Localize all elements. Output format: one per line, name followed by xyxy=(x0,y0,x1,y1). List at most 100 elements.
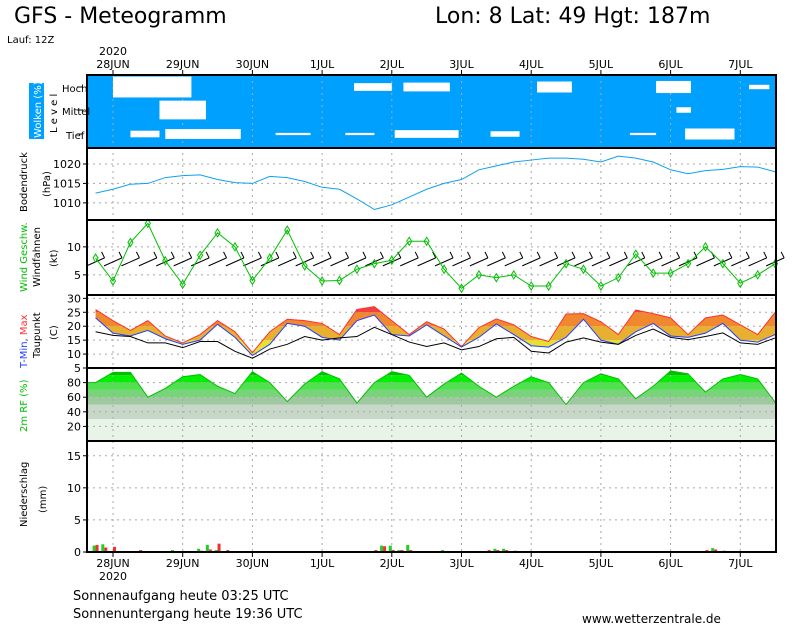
precip-bar-green xyxy=(101,544,105,552)
wind-barb-feather xyxy=(554,251,559,259)
wind-axis-label: Wind Geschw. xyxy=(19,222,30,292)
wind-speed-point xyxy=(754,269,761,280)
day-label-bottom: 3JUL xyxy=(449,557,474,570)
cloud-blob xyxy=(537,81,572,93)
wind-axis: Wind Geschw. Windfahnen (kt) xyxy=(19,222,60,292)
page-title: GFS - Meteogramm xyxy=(14,4,227,29)
cloud-blob xyxy=(656,80,691,94)
wind-barb-feather xyxy=(153,251,158,259)
website-link[interactable]: www.wetterzentrale.de xyxy=(582,612,721,625)
day-label-bottom: 4JUL xyxy=(519,557,544,570)
wind-speed-point xyxy=(458,283,465,294)
windbarb-axis-label: Windfahnen xyxy=(32,227,43,287)
cloud-blob xyxy=(685,128,735,140)
temp-tick-label: 25 xyxy=(67,306,81,319)
precip-axis: Niederschlag (mm) xyxy=(19,462,49,527)
dewpoint-axis-label: Taupunkt xyxy=(32,312,43,359)
wind-speed-point xyxy=(475,269,483,280)
day-label-top: 3JUL xyxy=(449,58,474,71)
precip-bar-green xyxy=(388,545,392,552)
wind-barb-feather xyxy=(257,251,262,259)
wind-speed-point xyxy=(580,264,587,275)
pressure-axis-unit: (hPa) xyxy=(42,171,53,197)
wind-barb-feather xyxy=(292,251,297,259)
humidity-band xyxy=(87,375,776,383)
pressure-tick-label: 1010 xyxy=(53,197,81,210)
wind-speed-point xyxy=(353,264,361,275)
wind-speed-point xyxy=(249,275,256,286)
wind-barb-feather xyxy=(658,251,663,259)
day-label-bottom: 6JUL xyxy=(658,557,683,570)
day-label-top: 30JUN xyxy=(236,58,270,71)
day-label-top: 6JUL xyxy=(658,58,683,71)
wind-barb xyxy=(609,257,628,267)
level-mittel: Mittel xyxy=(62,107,90,118)
location-info: Lon: 8 Lat: 49 Hgt: 187m xyxy=(435,4,710,29)
rh-tick-label: 80 xyxy=(67,377,81,390)
cloud-blob xyxy=(130,130,160,138)
wind-barb-feather xyxy=(170,251,175,259)
wind-speed-point xyxy=(179,279,186,290)
wind-speed-point xyxy=(684,258,692,269)
wind-speed-point xyxy=(737,278,744,289)
wind-barb-feather xyxy=(780,251,785,259)
wind-barb-feather xyxy=(135,251,140,259)
wind-barb-feather xyxy=(571,251,576,259)
day-label-top: 7JUL xyxy=(728,58,753,71)
cloud-blob xyxy=(354,83,392,91)
wind-speed-point xyxy=(528,281,535,291)
day-label-bottom: 1JUL xyxy=(310,557,335,570)
wind-barb-feather xyxy=(589,251,593,259)
wind-speed-point xyxy=(109,276,117,286)
day-label-bottom: 29JUN xyxy=(166,557,200,570)
wind-speed-point xyxy=(423,236,430,247)
humidity-band xyxy=(87,382,776,390)
rh-tick-label: 20 xyxy=(67,420,81,433)
cloud-blob xyxy=(165,129,241,139)
cloud-blob xyxy=(749,84,770,90)
day-label-top: 5JUL xyxy=(589,58,614,71)
humidity-area xyxy=(87,370,776,441)
wind-tick-label: 10 xyxy=(67,241,81,254)
wind-barb xyxy=(643,257,663,267)
wind-speed-point xyxy=(615,272,622,283)
humidity-line xyxy=(87,370,776,406)
wind-speed-point xyxy=(493,272,500,283)
wind-speed-point xyxy=(319,276,326,286)
temperature-axis-unit: (C) xyxy=(49,325,60,340)
cloud-blob xyxy=(676,107,691,113)
wind-barb-feather xyxy=(362,251,367,259)
precip-bar-green xyxy=(493,548,497,552)
wind-barb xyxy=(156,257,175,267)
rh-tick-label: 40 xyxy=(67,406,81,419)
cloud-axis: Wolken (%) L e v e l Hoch Mittel Tief xyxy=(29,81,90,142)
pressure-axis: Bodendruck (hPa) xyxy=(19,152,53,212)
wind-barb xyxy=(591,257,611,267)
wind-barb xyxy=(574,257,593,267)
wind-speed-point xyxy=(632,249,639,260)
wind-speed-point xyxy=(650,268,657,279)
dewpoint-line xyxy=(95,326,776,359)
level-axis-label: L e v e l xyxy=(49,94,60,133)
wind-barb xyxy=(731,257,750,267)
wind-speed-point xyxy=(371,258,378,269)
wind-speed-point xyxy=(301,260,308,271)
wind-barb xyxy=(556,257,576,267)
precip-tick-label: 15 xyxy=(67,450,81,463)
precip-tick-label: 10 xyxy=(67,482,81,495)
precip-tick-label: 5 xyxy=(74,514,81,527)
precip-bar-red xyxy=(95,544,99,552)
humidity-axis-label: 2m RF (%) xyxy=(19,379,30,432)
wind-barb xyxy=(103,257,123,267)
day-label-top: 29JUN xyxy=(166,58,200,71)
wind-barb-feather xyxy=(623,251,628,259)
humidity-band xyxy=(87,397,776,405)
wind-barb xyxy=(173,257,192,267)
wind-barb xyxy=(678,257,698,267)
wind-barb-feather xyxy=(275,251,280,259)
precip-bar-red xyxy=(217,543,221,552)
wind-barb xyxy=(469,257,489,267)
cloud-blob xyxy=(403,82,450,92)
wind-barb xyxy=(452,257,471,267)
